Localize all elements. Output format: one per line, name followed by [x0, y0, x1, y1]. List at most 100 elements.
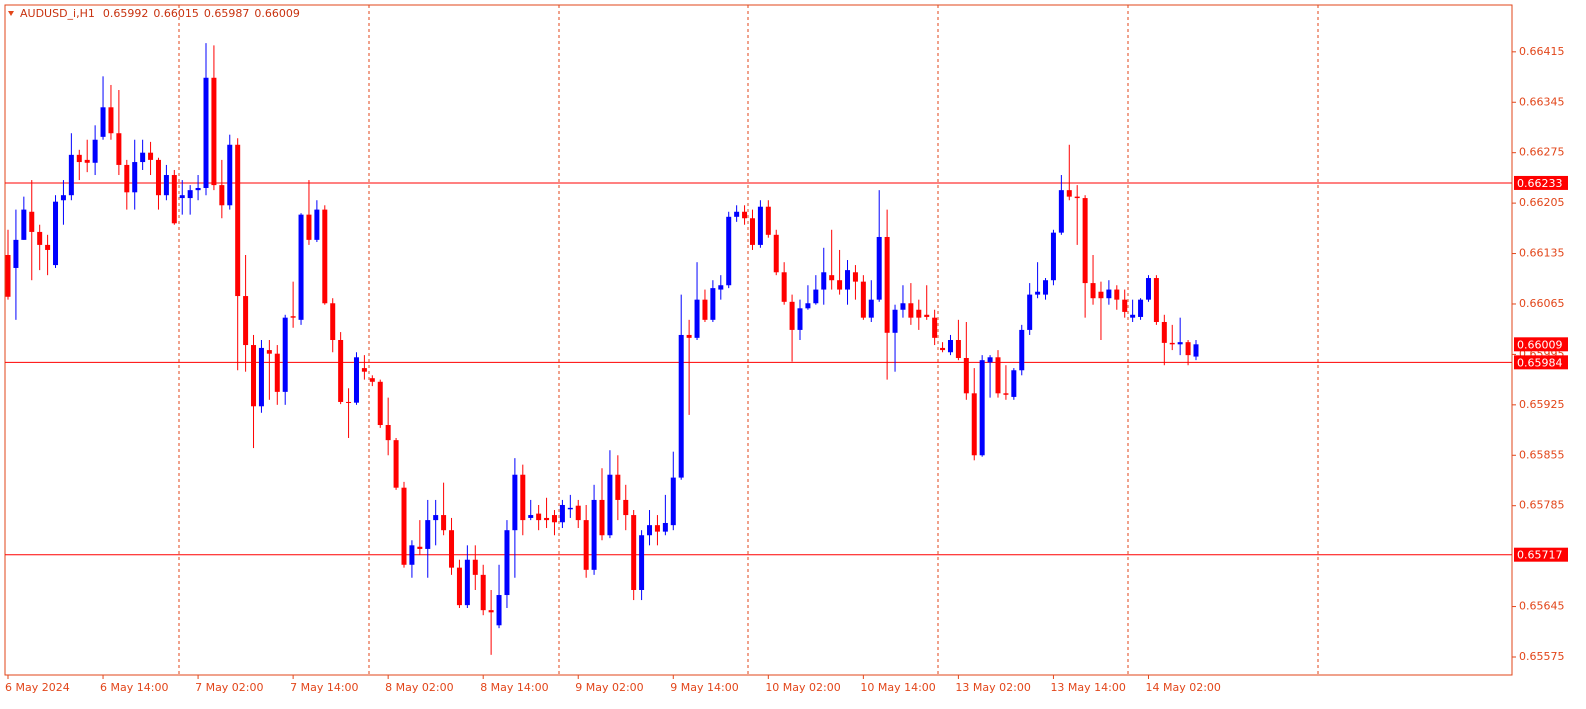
candle-body [504, 530, 510, 596]
y-tick-label: 0.65645 [1519, 600, 1565, 613]
candle-body [108, 107, 114, 134]
candle-body [1161, 321, 1167, 343]
candle-body [45, 244, 51, 250]
candle-body [1019, 329, 1025, 371]
candle-body [1193, 344, 1199, 357]
candle-body [987, 357, 993, 363]
candle-body [852, 272, 858, 282]
candle-body [68, 154, 74, 196]
y-tick-label: 0.66275 [1519, 146, 1565, 159]
candle-body [76, 154, 82, 163]
y-tick-label: 0.66065 [1519, 297, 1565, 310]
candle-body [512, 474, 518, 531]
y-tick-label: 0.65575 [1519, 650, 1565, 663]
candle-body [472, 559, 478, 575]
y-tick-label: 0.66345 [1519, 95, 1565, 108]
candle-body [742, 211, 748, 219]
candle-body [1122, 299, 1128, 312]
candle-body [1074, 196, 1080, 199]
candle-body [171, 175, 177, 224]
candle-body [393, 440, 399, 488]
x-tick-label: 10 May 02:00 [765, 681, 840, 694]
candle-body [551, 515, 557, 523]
candle-body [203, 77, 209, 188]
candle-body [1066, 190, 1072, 197]
candle-body [1082, 198, 1088, 284]
candle-body [765, 206, 771, 235]
candle-body [654, 525, 660, 532]
candle-body [892, 309, 898, 333]
candle-body [623, 499, 629, 516]
candle-body [124, 164, 130, 193]
candle-body [749, 218, 755, 245]
candle-body [5, 254, 11, 297]
candle-body [900, 303, 906, 310]
y-tick-label: 0.65925 [1519, 398, 1565, 411]
candle-body [1130, 314, 1136, 318]
candle-body [306, 214, 312, 240]
candle-body [1043, 280, 1049, 295]
candle-body [480, 574, 486, 611]
chart-header: AUDUSD_i,H1 0.65992 0.66015 0.65987 0.66009 [20, 7, 300, 20]
candle-body [860, 281, 866, 318]
y-tick-label: 0.65785 [1519, 499, 1565, 512]
current-price-box [1514, 337, 1568, 352]
candle-body [789, 301, 795, 330]
candle-body [536, 513, 542, 521]
candle-body [916, 309, 922, 318]
y-tick-label: 0.66415 [1519, 45, 1565, 58]
candle-body [710, 288, 716, 320]
candle-body [274, 353, 280, 392]
candle-body [219, 185, 225, 206]
candle-body [734, 211, 740, 217]
header-open: 0.65992 [103, 7, 149, 20]
y-tick-label: 0.66205 [1519, 196, 1565, 209]
candle-body [1114, 289, 1120, 300]
candle-body [235, 144, 241, 297]
candle-body [148, 152, 154, 160]
candles [5, 43, 1199, 655]
x-tick-label: 9 May 14:00 [670, 681, 738, 694]
candle-body [84, 159, 90, 163]
candle-body [813, 289, 819, 304]
candle-body [1090, 283, 1096, 299]
candle-body [132, 162, 138, 193]
candle-body [369, 378, 375, 382]
candle-body [322, 209, 328, 304]
candle-body [1098, 291, 1104, 299]
candle-body [116, 133, 122, 165]
candle-body [607, 474, 613, 536]
candle-body [971, 393, 977, 456]
candle-body [227, 144, 233, 206]
candle-body [615, 474, 621, 500]
candle-body [1035, 291, 1041, 295]
y-tick-label: 0.66135 [1519, 247, 1565, 260]
x-tick-label: 8 May 14:00 [480, 681, 548, 694]
candle-body [37, 231, 43, 245]
x-tick-label: 14 May 02:00 [1145, 681, 1220, 694]
price-line-box [1514, 175, 1568, 190]
candle-body [187, 190, 193, 199]
x-tick-label: 9 May 02:00 [575, 681, 643, 694]
candle-body [361, 368, 367, 372]
candle-body [599, 499, 605, 536]
price-line-label: 0.66233 [1517, 177, 1563, 190]
candle-body [567, 507, 573, 510]
header-low: 0.65987 [204, 7, 250, 20]
candle-body [821, 272, 827, 290]
candle-body [163, 175, 169, 196]
x-tick-label: 6 May 2024 [5, 681, 70, 694]
plot-frame [4, 4, 1513, 676]
candle-body [686, 334, 692, 338]
candle-body [13, 239, 19, 268]
candle-body [449, 530, 455, 568]
candle-body [1145, 278, 1151, 300]
candle-body [702, 299, 708, 320]
candle-body [266, 350, 272, 354]
candle-body [678, 334, 684, 478]
candle-body [1138, 299, 1144, 317]
candle-body [647, 525, 653, 536]
candle-body [1169, 342, 1175, 345]
